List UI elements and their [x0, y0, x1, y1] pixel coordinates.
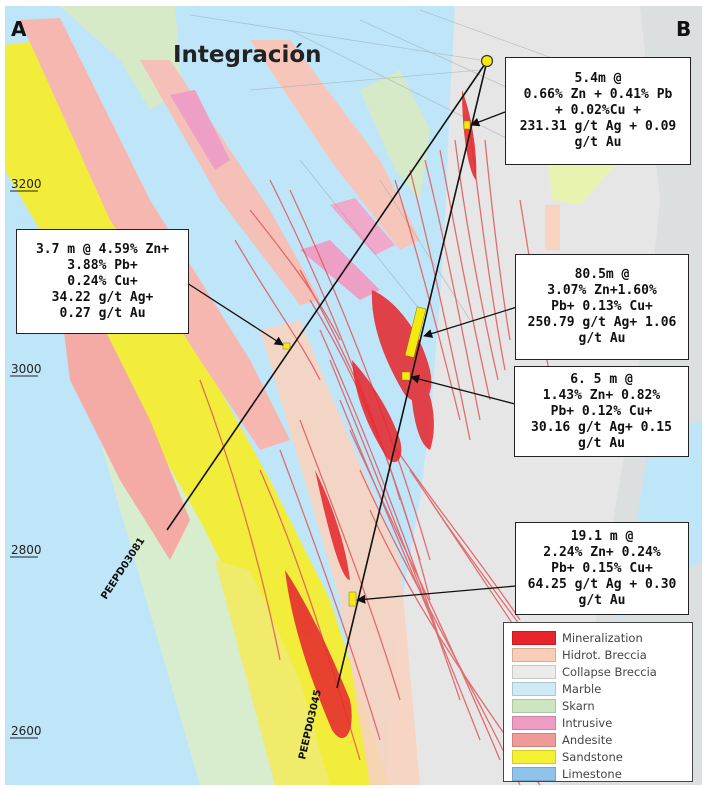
callout-line: 30.16 g/t Ag+ 0.15 [531, 419, 672, 435]
callout-line: 231.31 g/t Ag + 0.09 [519, 119, 677, 134]
legend-row-intrusive: Intrusive [512, 714, 692, 731]
legend-label: Andesite [562, 732, 613, 747]
intercept-marker-3 [404, 306, 427, 358]
legend-swatch [512, 766, 556, 781]
drill-hole-trace-03045 [336, 60, 488, 689]
legend-swatch [512, 664, 556, 679]
legend-label: Marble [562, 681, 602, 696]
legend-swatch [512, 681, 556, 696]
mineralization-body-mid [352, 360, 402, 463]
legend-row-collapse-breccia: Collapse Breccia [512, 663, 692, 680]
breccia-band-2 [545, 205, 560, 250]
andesite-band-4 [250, 40, 420, 250]
callout-line: 2.24% Zn+ 0.24% [543, 544, 661, 560]
elevation-label-2600: 2600 [11, 724, 42, 738]
callout-line: 5.4m @ [574, 71, 622, 86]
legend-label: Mineralization [562, 630, 643, 645]
intercept-callout-1: 5.4m @ 0.66% Zn + 0.41% Pb + 0.02%Cu + 2… [505, 57, 691, 165]
callout-line: 0.27 g/t Au [59, 305, 146, 321]
collar-point [480, 54, 494, 68]
callout-arrow-2 [186, 282, 284, 346]
callout-line: g/t Au [578, 435, 625, 451]
legend-row-marble: Marble [512, 680, 692, 697]
andesite-band-2 [60, 300, 190, 560]
map-legend: Mineralization Hidrot. Breccia Collapse Br… [503, 622, 693, 782]
legend-row-hidrot-breccia: Hidrot. Breccia [512, 646, 692, 663]
callout-line: g/t Au [578, 592, 626, 608]
callout-line: 6. 5 m @ [570, 371, 633, 387]
skarn-band-2 [360, 70, 430, 200]
callout-line: 3.07% Zn+1.60% [547, 283, 657, 298]
legend-swatch [512, 732, 556, 747]
callout-arrow-4 [410, 374, 516, 405]
callout-arrow-1 [470, 111, 506, 127]
legend-swatch [512, 749, 556, 764]
mineralization-body-low2 [315, 470, 350, 580]
callout-line: 0.66% Zn + 0.41% Pb [523, 87, 673, 102]
callout-line: g/t Au [578, 331, 626, 346]
intercept-callout-2: 3.7 m @ 4.59% Zn+ 3.88% Pb+ 0.24% Cu+ 34… [16, 229, 189, 334]
legend-swatch [512, 698, 556, 713]
intercept-marker-4 [401, 371, 411, 381]
callout-line: 250.79 g/t Ag+ 1.06 [527, 315, 677, 330]
skarn-band-1 [60, 6, 182, 110]
intercept-callout-3: 80.5m @ 3.07% Zn+1.60% Pb+ 0.13% Cu+ 250… [515, 254, 689, 360]
callout-arrow-3 [423, 306, 518, 338]
legend-label: Skarn [562, 698, 595, 713]
drill-hole-trace-03081 [166, 60, 488, 531]
callout-line: + 0.02%Cu + [554, 103, 642, 118]
callout-arrow-5 [356, 585, 517, 604]
section-title: Integración [173, 42, 322, 68]
intrusive-band-1 [170, 90, 230, 170]
elevation-label-3000: 3000 [11, 362, 42, 376]
callout-line: Pb+ 0.15% Cu+ [551, 560, 653, 576]
intrusive-band-2 [300, 240, 380, 300]
intercept-marker-2 [282, 342, 291, 350]
legend-row-limestone: Limestone [512, 765, 692, 782]
section-label-a: A [11, 17, 27, 41]
legend-row-mineralization: Mineralization [512, 629, 692, 646]
callout-line: 80.5m @ [574, 267, 630, 282]
mineralization-body-lower [285, 570, 352, 739]
legend-label: Collapse Breccia [562, 664, 657, 679]
callout-line: 3.88% Pb+ [67, 257, 138, 273]
legend-swatch [512, 647, 556, 662]
intercept-callout-4: 6. 5 m @ 1.43% Zn+ 0.82% Pb+ 0.12% Cu+ 3… [514, 366, 689, 457]
andesite-band-3 [140, 60, 320, 305]
callout-line: 3.7 m @ 4.59% Zn+ [35, 241, 170, 257]
intercept-marker-5 [348, 591, 357, 607]
sandstone-band-lower [215, 560, 330, 785]
intercept-marker-1 [463, 120, 471, 130]
intrusive-band-3 [330, 198, 395, 255]
intercept-callout-5: 19.1 m @ 2.24% Zn+ 0.24% Pb+ 0.15% Cu+ 6… [515, 522, 689, 615]
callout-line: Pb+ 0.12% Cu+ [550, 403, 653, 419]
callout-line: 34.22 g/t Ag+ [51, 289, 154, 305]
elevation-label-3200: 3200 [11, 177, 42, 191]
legend-label: Hidrot. Breccia [562, 647, 647, 662]
legend-row-andesite: Andesite [512, 731, 692, 748]
callout-line: 0.24% Cu+ [67, 273, 138, 289]
callout-line: 64.25 g/t Ag + 0.30 [527, 576, 677, 592]
section-label-b: B [676, 17, 691, 41]
legend-row-skarn: Skarn [512, 697, 692, 714]
legend-swatch [512, 715, 556, 730]
legend-row-sandstone: Sandstone [512, 748, 692, 765]
legend-label: Sandstone [562, 749, 623, 764]
elevation-label-2800: 2800 [11, 543, 42, 557]
callout-line: 1.43% Zn+ 0.82% [542, 387, 661, 403]
callout-line: Pb+ 0.13% Cu+ [551, 299, 653, 314]
callout-line: g/t Au [574, 135, 622, 150]
legend-swatch [512, 630, 556, 645]
callout-line: 19.1 m @ [570, 528, 634, 544]
legend-label: Limestone [562, 766, 622, 781]
legend-label: Intrusive [562, 715, 613, 730]
